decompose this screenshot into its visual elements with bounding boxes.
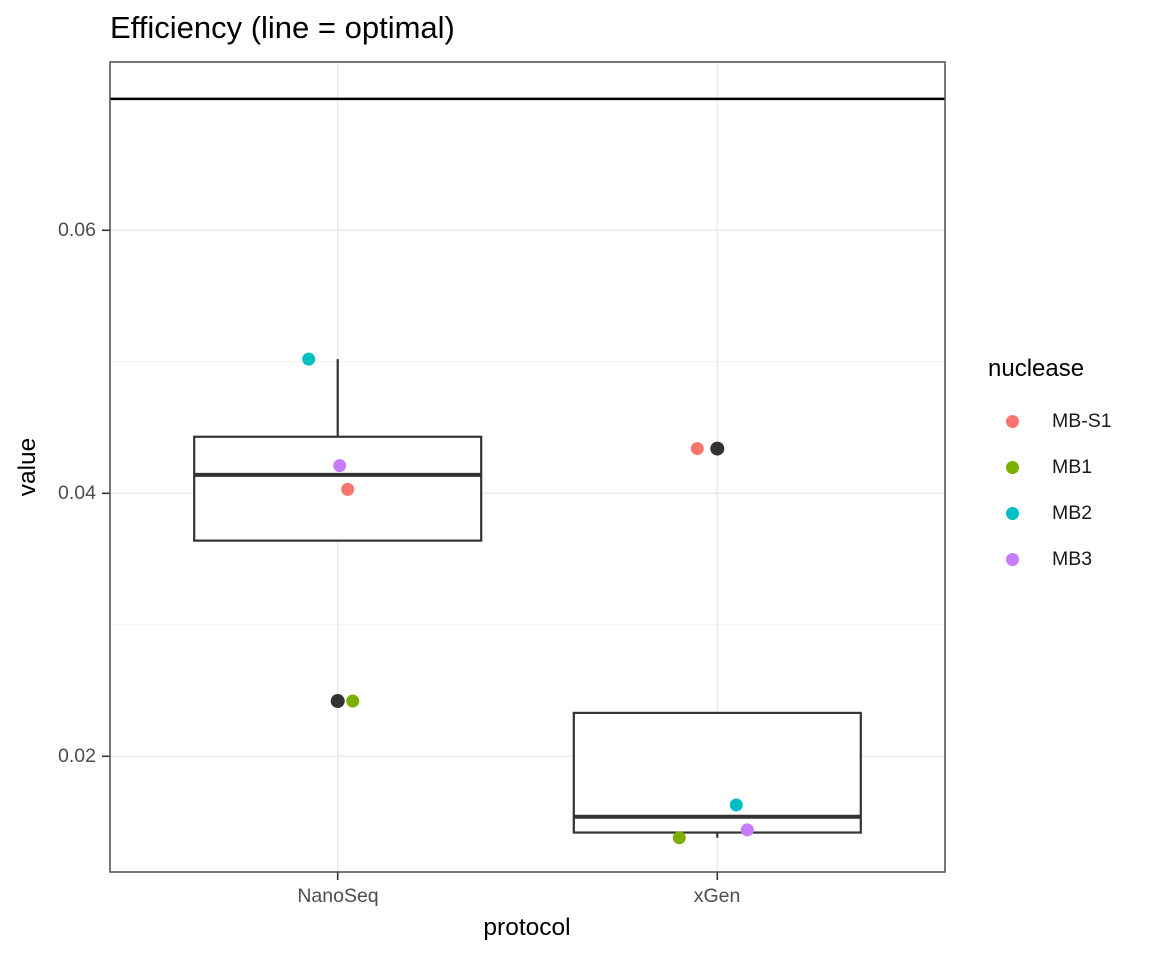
x-tick-label-nanoseq: NanoSeq <box>297 885 379 907</box>
data-point-xgen-mb-s1 <box>690 442 704 456</box>
y-tick-label-0.02: 0.02 <box>58 745 96 767</box>
legend-entry-mb3: MB3 <box>988 536 1152 582</box>
legend-title: nuclease <box>988 355 1085 382</box>
data-point-nanoseq-mb2 <box>302 352 316 366</box>
x-axis-title: protocol <box>483 914 571 941</box>
legend-label-mb3: MB3 <box>1052 547 1093 570</box>
x-tick-label-xgen: xGen <box>693 885 741 907</box>
legend-dot-mb3-icon <box>1006 552 1019 566</box>
legend-dot-mb1-icon <box>1006 460 1019 474</box>
legend-label-mb1: MB1 <box>1052 455 1093 478</box>
legend: nuclease MB-S1 MB1 MB2 MB3 <box>988 355 1152 582</box>
data-point-nanoseq-mb1 <box>346 694 360 708</box>
data-point-xgen-mb2 <box>729 798 743 812</box>
panel-border <box>109 61 946 873</box>
outlier-point-nanoseq <box>330 694 345 709</box>
data-point-nanoseq-mb-s1 <box>341 482 355 496</box>
y-axis-title: value <box>14 437 41 497</box>
legend-label-mb-s1: MB-S1 <box>1052 409 1112 432</box>
data-point-xgen-mb3 <box>740 823 754 837</box>
legend-entry-mb-s1: MB-S1 <box>988 398 1152 444</box>
legend-dot-mb2-icon <box>1006 506 1019 520</box>
legend-dot-mb-s1-icon <box>1006 414 1019 428</box>
legend-entry-mb1: MB1 <box>988 444 1152 490</box>
boxplot-box-xgen <box>572 711 862 834</box>
legend-entry-mb2: MB2 <box>988 490 1152 536</box>
data-point-nanoseq-mb3 <box>333 459 347 473</box>
boxplot-box-nanoseq <box>193 435 483 542</box>
outlier-point-xgen <box>710 441 725 456</box>
y-tick-label-0.06: 0.06 <box>58 219 96 241</box>
y-tick-label-0.04: 0.04 <box>58 482 96 504</box>
legend-label-mb2: MB2 <box>1052 501 1093 524</box>
data-point-xgen-mb1 <box>672 831 686 845</box>
chart-title: Efficiency (line = optimal) <box>110 10 455 45</box>
